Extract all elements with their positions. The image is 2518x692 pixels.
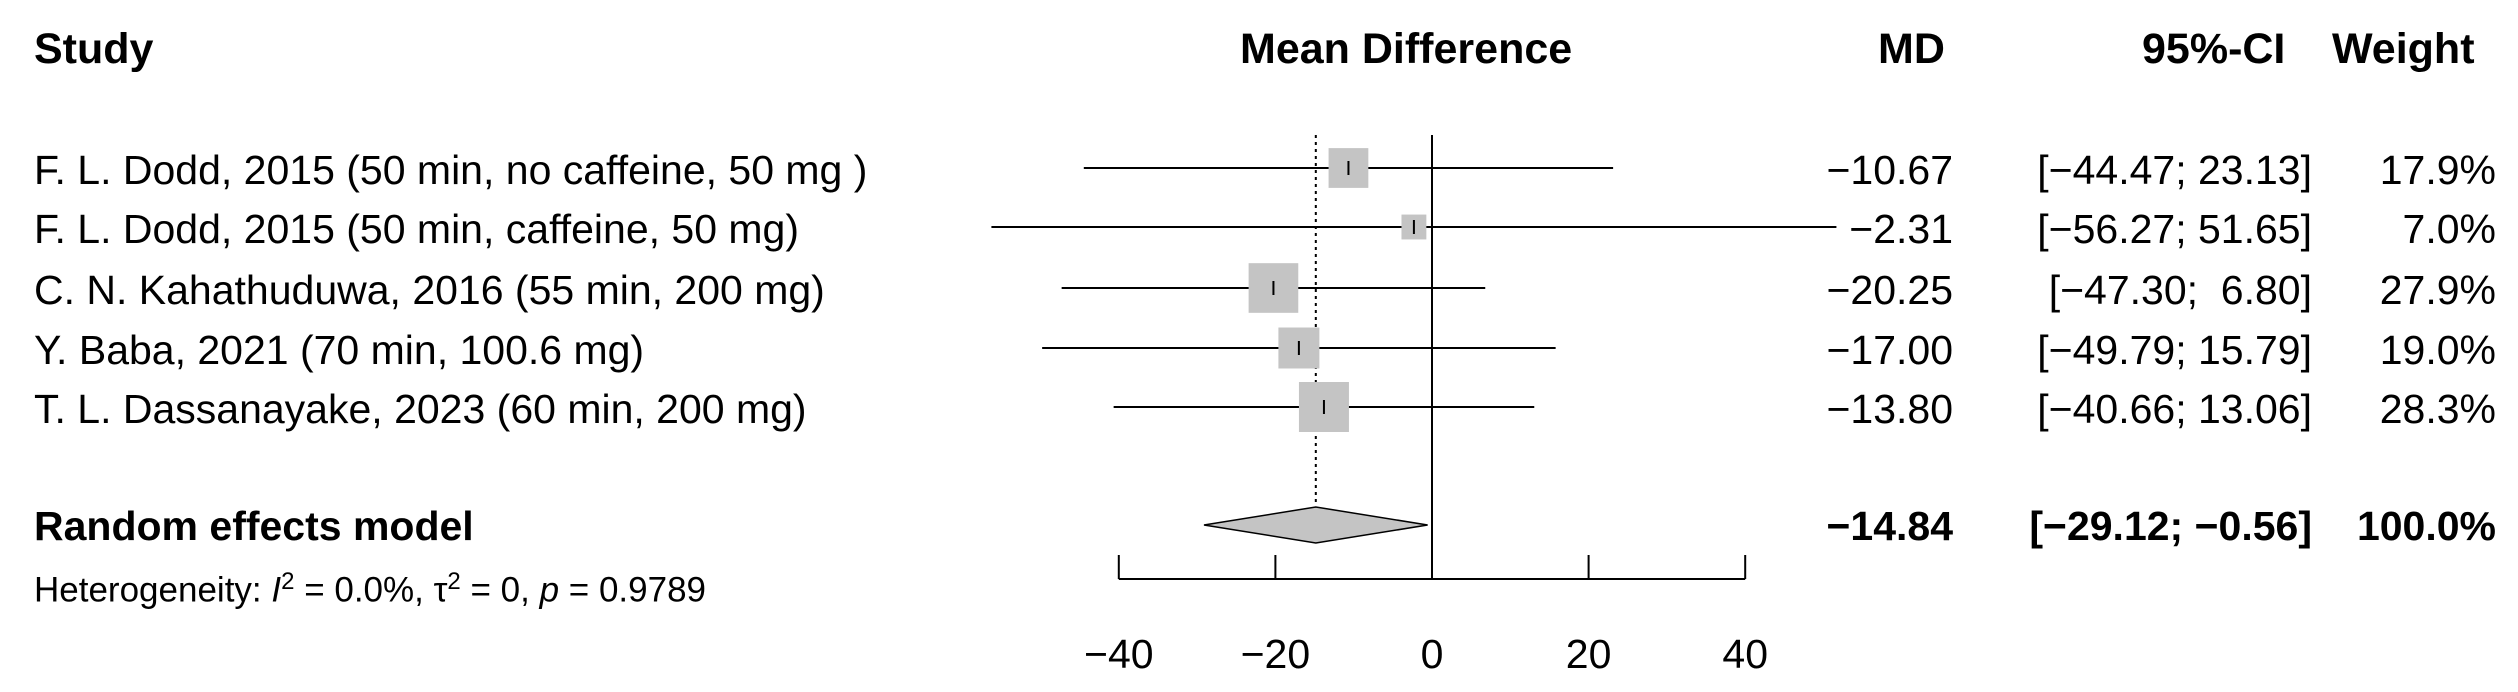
pooled-ci-value: [−29.12; −0.56] (2029, 503, 2312, 549)
i2-superscript: 2 (281, 568, 295, 595)
study-label: F. L. Dodd, 2015 (50 min, no caffeine, 5… (34, 147, 868, 193)
tau2-value: = 0, (460, 570, 540, 610)
weight-value: 27.9% (2379, 267, 2496, 313)
header-weight: Weight (2332, 25, 2475, 73)
md-value: −13.80 (1826, 386, 1953, 432)
md-value: −2.31 (1849, 206, 1953, 252)
x-tick-label: 20 (1566, 631, 1612, 677)
x-tick-label: 0 (1421, 631, 1444, 677)
tau2-superscript: 2 (447, 568, 461, 595)
x-tick-label: 40 (1722, 631, 1768, 677)
p-value: = 0.9789 (559, 570, 707, 610)
i2-symbol: I (271, 570, 282, 610)
md-value: −10.67 (1826, 147, 1953, 193)
ci-value: [−44.47; 23.13] (2037, 147, 2312, 193)
header-ci: 95%-CI (2142, 25, 2286, 73)
pooled-weight-value: 100.0% (2356, 503, 2496, 549)
header-md: MD (1878, 25, 1945, 73)
i2-value: = 0.0%, (294, 570, 434, 610)
md-value: −20.25 (1826, 267, 1953, 313)
ci-value: [−40.66; 13.06] (2037, 386, 2312, 432)
study-label: Y. Baba, 2021 (70 min, 100.6 mg) (34, 327, 645, 373)
pooled-label: Random effects model (34, 503, 474, 549)
pooled-md-value: −14.84 (1826, 503, 1953, 549)
p-symbol: p (539, 570, 560, 610)
weight-value: 7.0% (2402, 206, 2496, 252)
ci-value: [−56.27; 51.65] (2037, 206, 2312, 252)
pooled-diamond (1203, 506, 1428, 544)
study-label: F. L. Dodd, 2015 (50 min, caffeine, 50 m… (34, 206, 800, 252)
weight-value: 17.9% (2379, 147, 2496, 193)
ci-value: [−49.79; 15.79] (2037, 327, 2312, 373)
study-label: C. N. Kahathuduwa, 2016 (55 min, 200 mg) (34, 267, 825, 313)
heterogeneity-prefix: Heterogeneity: (34, 570, 272, 610)
x-tick-label: −40 (1084, 631, 1154, 677)
tau2-symbol: τ (433, 570, 448, 610)
ci-value: [−47.30; 6.80] (2048, 267, 2312, 313)
header-study: Study (34, 25, 154, 73)
header-mean-difference: Mean Difference (1240, 25, 1573, 73)
weight-value: 19.0% (2379, 327, 2496, 373)
heterogeneity-text: Heterogeneity: I2 = 0.0%, τ2 = 0, p = 0.… (34, 570, 706, 608)
study-label: T. L. Dassanayake, 2023 (60 min, 200 mg) (34, 386, 807, 432)
x-tick-label: −20 (1241, 631, 1311, 677)
md-value: −17.00 (1826, 327, 1953, 373)
weight-value: 28.3% (2379, 386, 2496, 432)
